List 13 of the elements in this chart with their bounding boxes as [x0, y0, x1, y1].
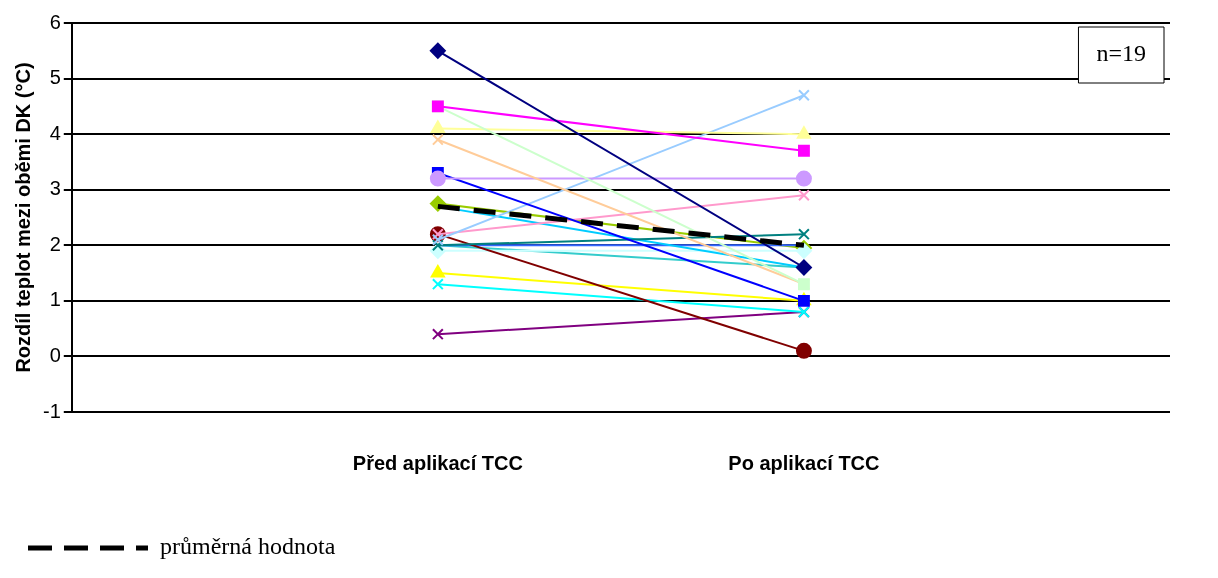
y-tick-label: 4 — [49, 121, 61, 144]
y-tick-label: 3 — [49, 177, 61, 200]
y-tick-label: 5 — [49, 66, 61, 89]
y-tick-label: 2 — [49, 232, 61, 255]
x-tick-label: Po aplikací TCC — [728, 451, 880, 474]
annotation: n=19 — [1096, 40, 1147, 67]
y-tick-label: 0 — [49, 343, 61, 366]
y-tick-label: 1 — [49, 288, 61, 311]
y-tick-label: 6 — [49, 10, 61, 33]
y-tick-label: -1 — [42, 399, 61, 422]
legend-label: průměrná hodnota — [160, 533, 336, 560]
x-tick-label: Před aplikací TCC — [352, 451, 523, 474]
y-axis-title: Rozdíl teplot mezi oběmi DK (°C) — [11, 62, 34, 373]
